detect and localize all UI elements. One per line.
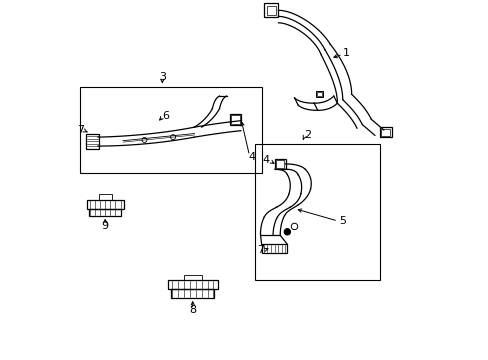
- Text: 6: 6: [162, 111, 169, 121]
- Text: 2: 2: [304, 130, 311, 140]
- Text: 7: 7: [77, 125, 83, 135]
- Text: 9: 9: [102, 221, 108, 231]
- Text: 4: 4: [247, 152, 255, 162]
- Text: 3: 3: [159, 72, 165, 82]
- Text: 8: 8: [189, 305, 196, 315]
- Text: 4: 4: [262, 156, 269, 165]
- Text: 1: 1: [342, 48, 349, 58]
- Text: 7: 7: [257, 245, 264, 255]
- Circle shape: [284, 229, 290, 235]
- Text: 5: 5: [339, 216, 346, 226]
